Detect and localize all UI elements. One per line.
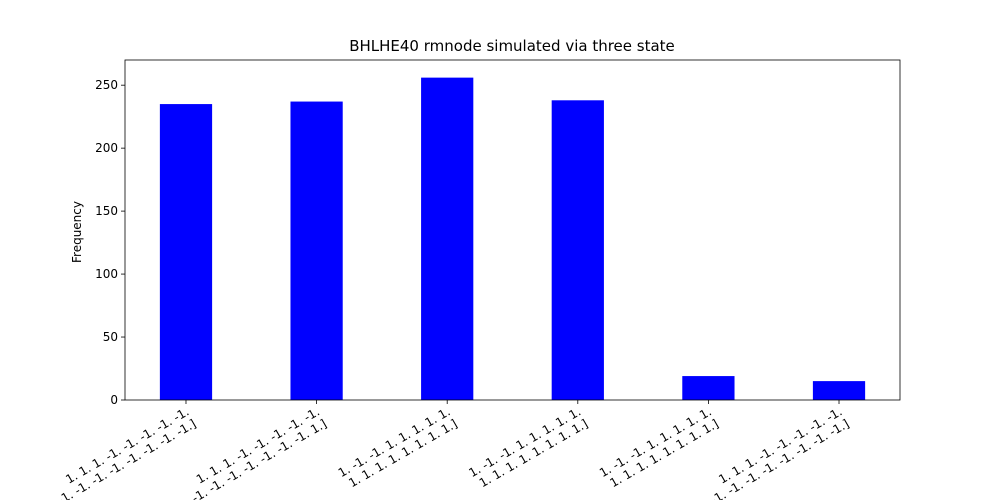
x-tick-label: 1. -1. -1. 1. 1. 1. 1. 1.1. 1. 1. 1. 1. … [466,404,590,492]
y-tick-label: 0 [110,393,118,407]
x-tick-label: 1. 1. 1. -1. -1. -1. -1. -1.-1. -1. -1. … [701,404,852,500]
x-tick-label-line: 1. 1. 1. -1. -1. -1. -1. -1. [194,404,322,486]
bar [682,376,735,400]
x-tick-label: 1. -1. -1. 1. 1. 1. 1. 1.1. 1. 1. 1. 1. … [336,404,460,492]
x-tick-label-line: 1. 1. 1. -1. -1. -1. -1. -1. [716,404,844,486]
x-tick-label-line: -1. -1. -1. -1. -1. -1. -1. -1.] [55,417,199,500]
y-tick-label: 150 [95,204,118,218]
bar [551,100,604,400]
y-tick-label: 100 [95,267,118,281]
y-tick-label: 50 [103,330,118,344]
bar [812,381,866,400]
bar [290,101,343,401]
x-tick-label: 1. -1. -1. 1. 1. 1. 1. 1.1. 1. 1. 1. 1. … [597,404,721,492]
bar [421,77,474,400]
x-tick-label-line: -1. -1. -1. -1. -1. -1. -1. -1.] [708,417,852,500]
x-tick-label: 1. 1. 1. -1. -1. -1. -1. -1.-1. -1. -1. … [48,404,199,500]
y-axis-label: Frequency [70,201,84,263]
y-tick-label: 200 [95,141,118,155]
plot-frame [124,59,901,401]
x-tick-label: 1. 1. 1. -1. -1. -1. -1. -1.-1. -1. -1. … [182,404,329,500]
chart-title: BHLHE40 rmnode simulated via three state [349,37,675,55]
x-tick-label-line: 1. 1. 1. -1. -1. -1. -1. -1. [63,404,191,486]
y-tick-label: 250 [95,78,118,92]
x-tick-label-line: -1. -1. -1. -1. -1. -1. -1. 1.] [189,417,329,500]
bar [159,104,213,401]
